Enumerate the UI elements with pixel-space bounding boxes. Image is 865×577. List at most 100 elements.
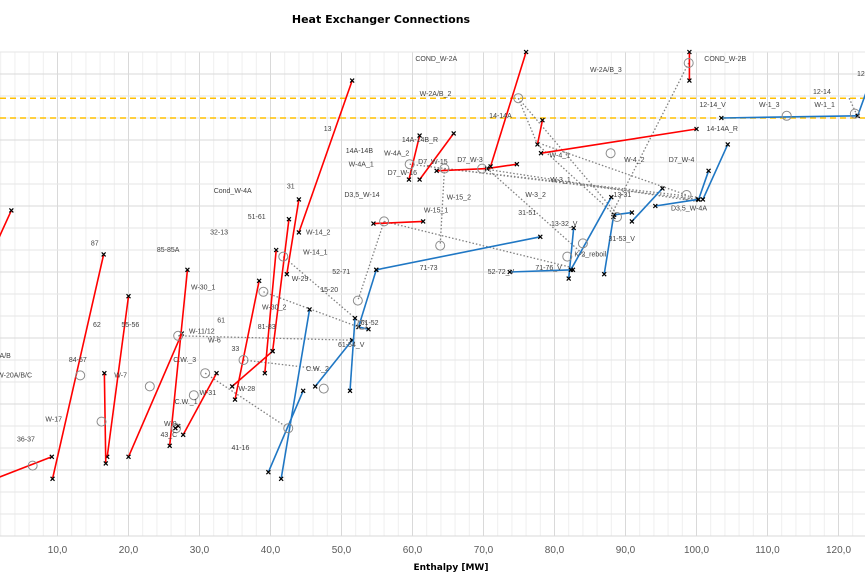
endpoint-marker [417,133,423,139]
match-point-W-15_1 [435,240,446,251]
point-label: 36-37 [17,436,35,443]
match-point-D7_W-16 [439,163,450,174]
x-tick-label: 50,0 [332,545,352,556]
endpoint-marker [8,207,14,213]
hot-stream-61 [232,278,262,403]
endpoint-marker [185,267,190,273]
connection-W-3_2 [486,168,587,258]
match-point-W-4_1 [605,148,616,159]
hot-stream-line [127,333,183,458]
cold-stream-line [567,227,575,279]
match-point-W-29 [278,251,289,262]
endpoint-marker [629,218,635,224]
cold-stream-W-30_2 [278,306,312,482]
endpoint-marker [286,216,292,222]
endpoint-marker [270,348,276,354]
point-label: W-30_1 [191,285,215,292]
hot-stream-14-14A [535,117,545,147]
endpoint-marker [126,454,131,460]
hot-stream-87 [50,251,107,482]
match-point-W-8A/B [27,460,38,471]
x-tick-label: 10,0 [48,545,68,556]
x-tick-labels: 10,0 20,0 30,0 40,0 50,0 60,0 70,0 80,0 90,0 100,… [48,545,852,556]
cold-stream-12-14 [855,93,865,119]
point-label: D3,5_W-14 [344,192,379,199]
hot-stream-C.W._1 [180,370,219,438]
cold-stream-line [603,216,615,275]
point-label: 14A-14B_R [402,137,438,144]
endpoint-marker [262,370,268,376]
x-tick-label: 100,0 [684,545,709,556]
point-label: W-20A/B/C [0,373,32,380]
hot-stream-line [540,128,697,154]
connection-W-6 [243,359,319,370]
hot-stream-line [168,269,189,446]
endpoint-marker [273,247,279,253]
hot-stream-line [264,249,277,374]
endpoint-marker [507,269,513,275]
connection-W-3_1 [537,143,618,218]
endpoint-marker [700,196,706,202]
endpoint-marker [725,141,731,147]
match-point-61-52 [357,319,368,330]
point-label: 12-14_V [699,102,726,109]
hot-stream-81-83 [262,247,279,376]
hot-stream-line [408,135,421,180]
hot-stream-line [0,210,13,238]
endpoint-marker [537,234,543,240]
point-label: 85-85A [157,247,180,254]
point-label: 71-73 [420,265,438,272]
endpoint-marker [434,168,440,174]
point-label: 14A-14B [346,148,374,155]
cold-stream-line [376,236,541,271]
match-point-W-2A/B_3 [683,58,694,68]
endpoint-marker [420,218,426,224]
endpoint-marker [347,388,353,394]
hot-stream-line [234,280,260,400]
connection-W-4A_1 [409,163,698,201]
cold-stream-71-73 [373,234,543,273]
point-label: W-30_2 [262,304,286,311]
endpoint-marker [126,293,131,299]
cold-stream-K-2_reboil [601,214,616,277]
hot-stream-COND_W-2A [488,49,529,169]
hot-stream-88 [0,207,14,238]
point-label: 61-52 [361,320,379,327]
match-point-W-30_1 [258,286,269,297]
connection-lines [178,62,857,429]
point-label: 71-76_V [535,265,562,272]
match-point-W-1_1 [849,108,860,119]
point-label: W-2A/B_2 [420,91,452,98]
point-label: W-3_1 [550,177,571,184]
hot-stream-line [286,199,300,275]
point-label: W-1_3 [759,102,780,109]
hot-stream-14-14A_R [538,126,699,156]
point-label: W-4_1 [550,153,571,160]
chart-title: Heat Exchanger Connections [292,13,471,26]
x-tick-label: 40,0 [261,545,281,556]
point-label: 31 [287,183,295,190]
point-label: D7_W-15 [418,159,448,166]
hot-stream-line [418,132,455,181]
endpoint-marker [50,476,55,482]
match-point-W-14_2 [379,216,390,227]
match-point-W-6 [238,355,249,365]
cold-streams [265,93,865,482]
connection-W-11/12 [178,335,353,341]
endpoint-marker [571,225,577,231]
hot-streams [0,49,699,482]
endpoint-marker [535,141,540,147]
cold-stream-line [631,187,664,222]
match-point-W-20A/B/C [75,370,86,381]
hot-stream-line [436,167,488,172]
hot-stream-33 [229,348,276,389]
hot-stream-COND_W-2B [686,49,692,84]
cold-stream-line [280,309,311,479]
connection-12-14-leader [848,97,857,114]
endpoint-marker [371,221,376,227]
cold-stream-line [570,196,612,271]
endpoint-marker [312,383,318,389]
cold-stream-15-20 [347,315,358,394]
point-label: 55-56 [121,322,139,329]
endpoint-marker [278,476,284,482]
